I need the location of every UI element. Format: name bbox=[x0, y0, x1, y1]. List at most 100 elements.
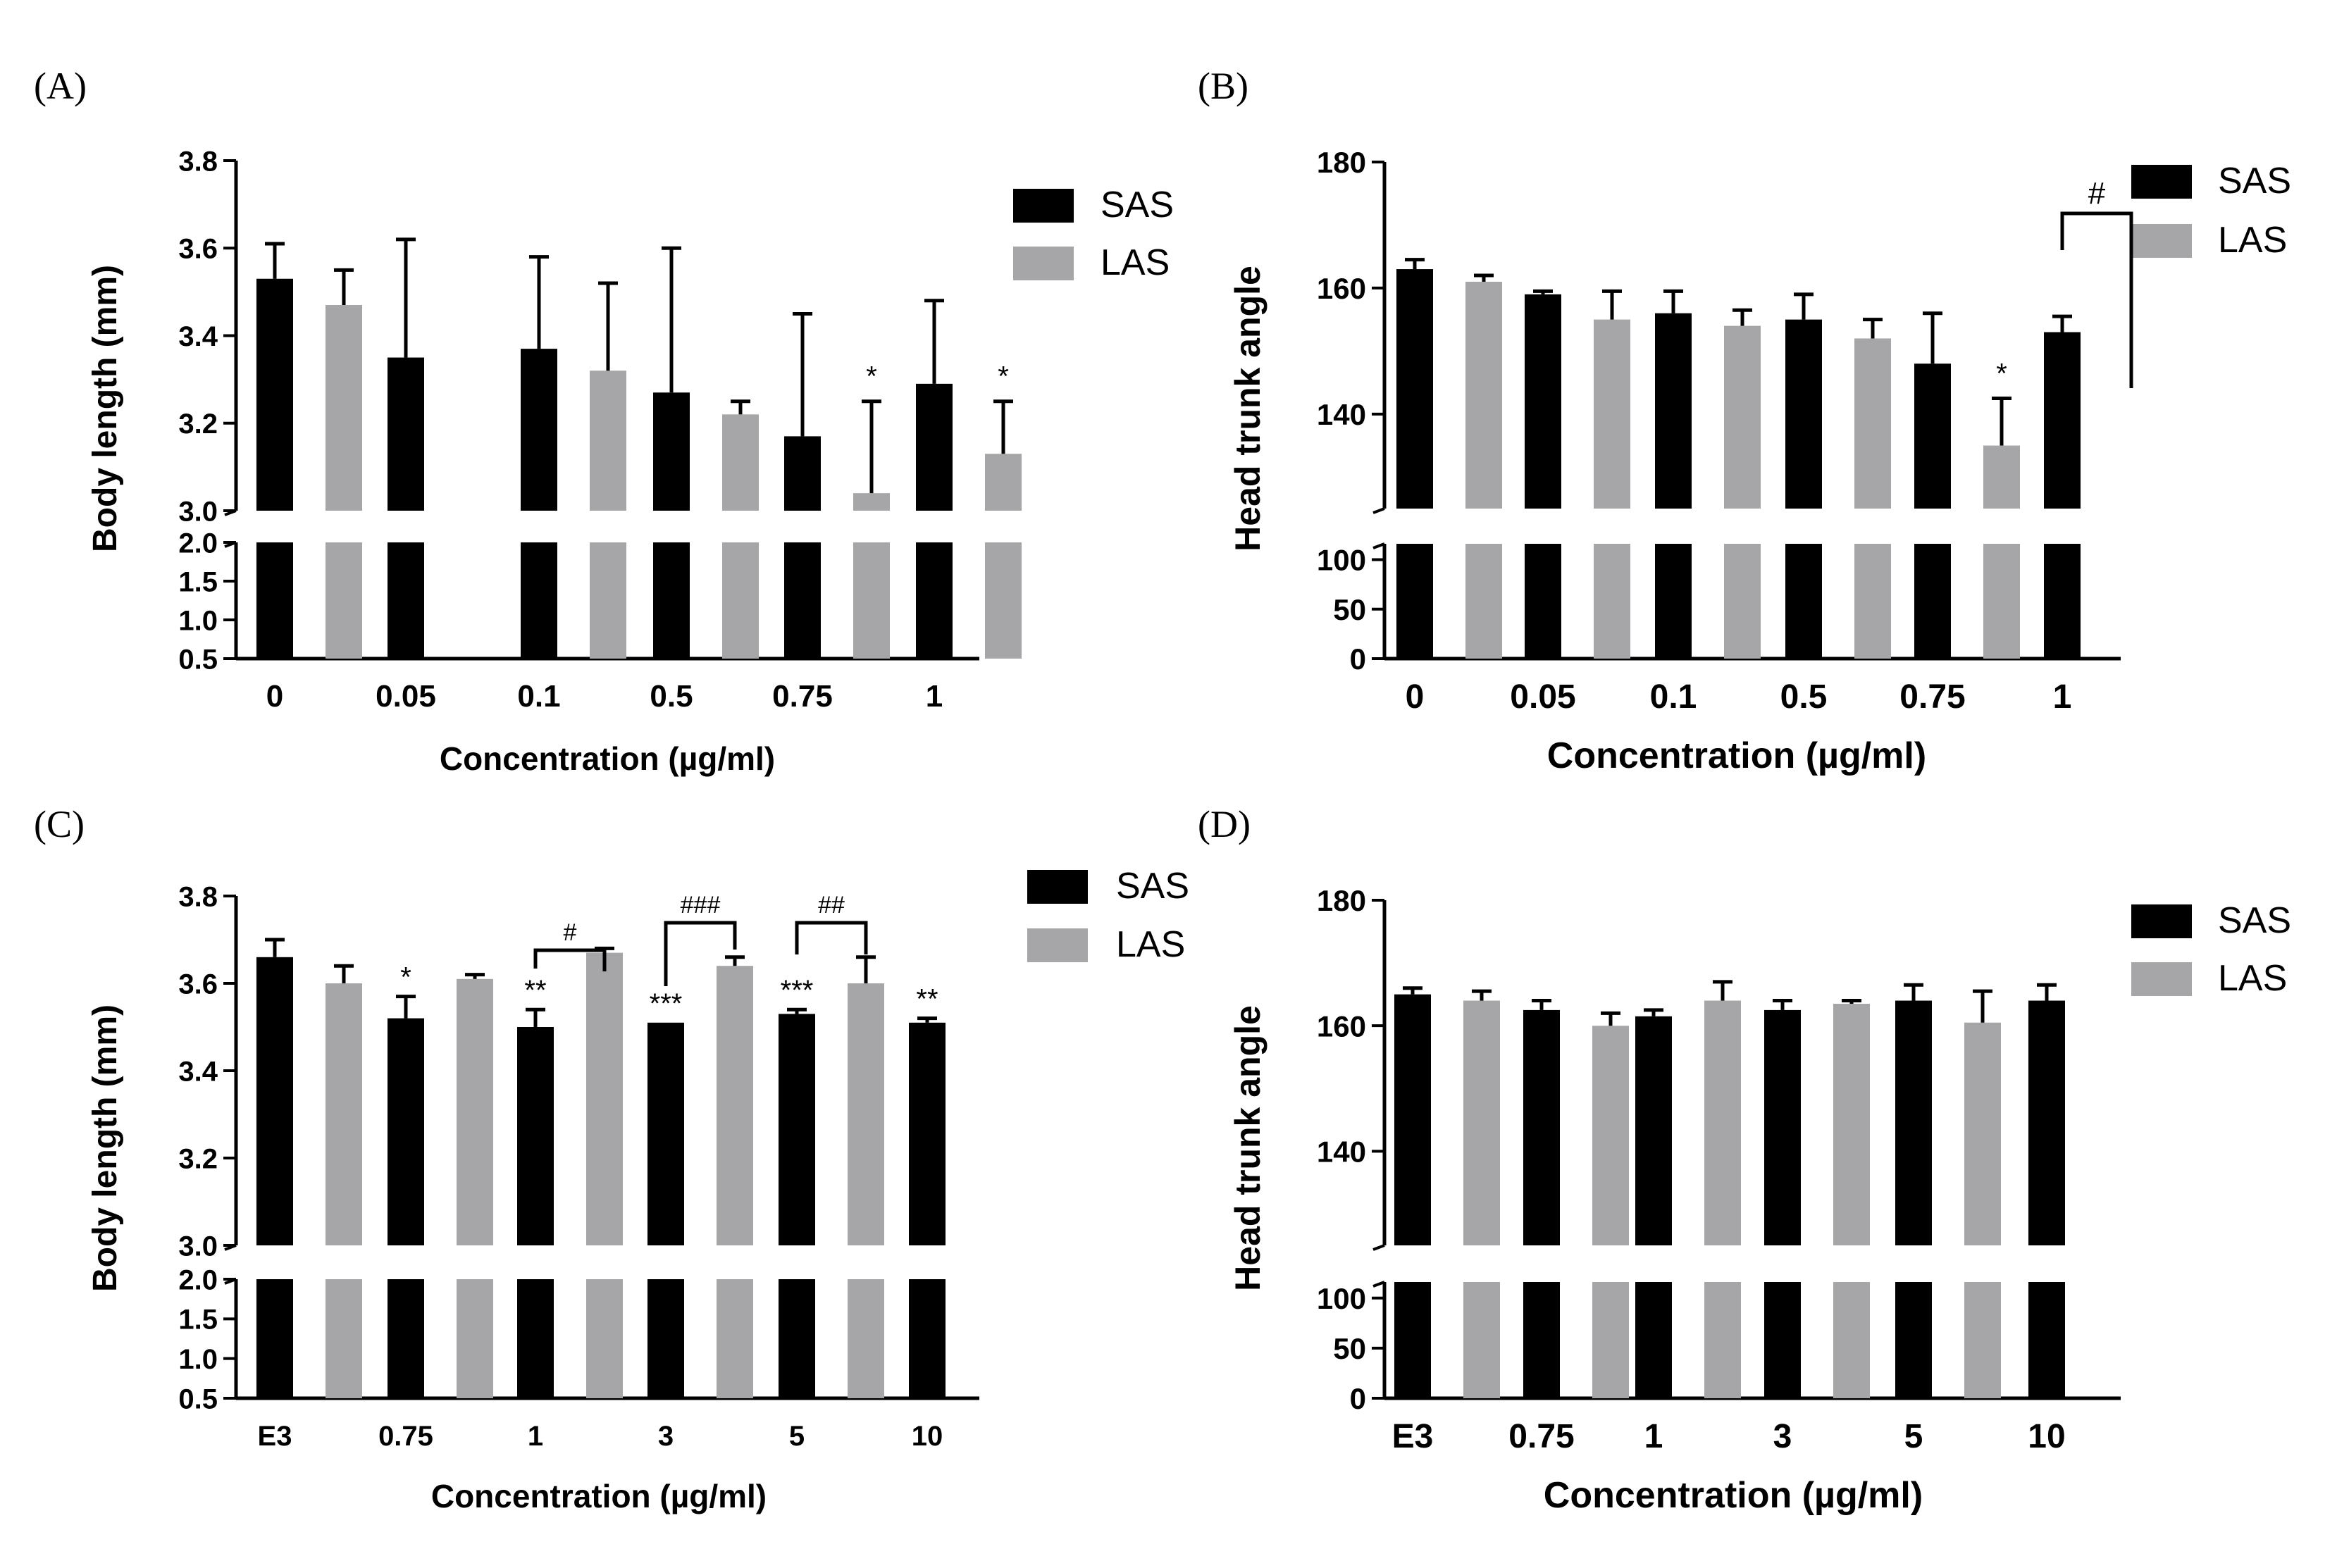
y-tick-label: 3.2 bbox=[178, 1143, 218, 1174]
bar-sas-lower bbox=[1394, 1282, 1431, 1398]
x-tick-label: 10 bbox=[912, 1421, 943, 1452]
panel-label: (C) bbox=[34, 803, 85, 845]
axis-break-mark bbox=[1372, 542, 1385, 549]
x-tick-label: 0.05 bbox=[1510, 678, 1575, 716]
bracket-line bbox=[795, 921, 868, 954]
axis-break-mark bbox=[1372, 507, 1385, 514]
significance-star: * bbox=[1996, 358, 2007, 389]
bar-sas-lower bbox=[779, 1279, 815, 1398]
axis-break-mark bbox=[1372, 1281, 1385, 1288]
bar-sas-lower bbox=[1764, 1282, 1801, 1398]
chart-panel-0: (A) 3.0 3.2 3.4 3.6 3.8 0.5 1.0 1.5 2.0 0 0.05 0.1 0.… bbox=[34, 65, 1174, 777]
legend-swatch-las bbox=[1027, 928, 1088, 962]
x-tick-label: 5 bbox=[1904, 1418, 1923, 1455]
x-tick-label: 0.75 bbox=[378, 1421, 433, 1452]
x-tick-label: 1 bbox=[926, 679, 943, 714]
legend-label-las: LAS bbox=[1101, 242, 1170, 283]
legend-swatch-las bbox=[2131, 962, 2192, 996]
legend: SAS LAS bbox=[2131, 161, 2291, 261]
bar-las-lower bbox=[1592, 1282, 1629, 1398]
x-tick-label: 10 bbox=[2028, 1418, 2065, 1455]
bar-sas-lower bbox=[1655, 544, 1692, 659]
x-tick-label: 1 bbox=[2053, 678, 2072, 716]
bar-las bbox=[586, 952, 623, 1245]
axis-break-mark bbox=[1372, 1244, 1385, 1251]
bracket-line bbox=[2060, 211, 2133, 388]
significance-star: ** bbox=[524, 975, 546, 1006]
bar-sas bbox=[1635, 1016, 1672, 1245]
legend-label-las: LAS bbox=[1116, 924, 1185, 965]
y-tick-label: 100 bbox=[1317, 544, 1366, 577]
bar-las bbox=[1724, 325, 1761, 509]
y-tick-label: 0.5 bbox=[178, 1383, 218, 1414]
bar-las-lower bbox=[1463, 1282, 1500, 1398]
bar-las bbox=[590, 371, 626, 511]
bar-sas bbox=[784, 436, 821, 511]
bar-sas bbox=[1914, 363, 1951, 509]
bar-las-lower bbox=[1724, 544, 1761, 659]
bracket-line bbox=[533, 948, 607, 971]
y-tick-label: 3.0 bbox=[178, 496, 218, 527]
bar-sas bbox=[256, 957, 293, 1245]
y-tick-label: 160 bbox=[1317, 1009, 1366, 1043]
y-tick-label: 0 bbox=[1350, 642, 1366, 676]
significance-bracket: ### bbox=[664, 892, 737, 986]
y-tick-label: 100 bbox=[1317, 1282, 1366, 1315]
legend-label-sas: SAS bbox=[2218, 900, 2291, 941]
legend: SAS LAS bbox=[1013, 185, 1174, 283]
y-tick-label: 140 bbox=[1317, 1135, 1366, 1168]
panel-label: (D) bbox=[1198, 803, 1251, 845]
x-tick-label: 0.5 bbox=[650, 679, 693, 714]
y-axis-label: Head trunk angle bbox=[1228, 1005, 1267, 1291]
y-tick-label: 3.4 bbox=[178, 321, 218, 352]
y-tick-label: 180 bbox=[1317, 146, 1366, 179]
x-tick-label: 1 bbox=[1644, 1418, 1663, 1455]
chart-panel-3: (D) 140 160 180 0 50 100 E3 0.75 1 3 5 10 Concentrati… bbox=[1198, 803, 2291, 1516]
significance-bracket: # bbox=[2060, 176, 2133, 388]
significance-star: * bbox=[866, 361, 877, 392]
significance-bracket: # bbox=[533, 919, 607, 971]
bar-sas-lower bbox=[1396, 544, 1433, 659]
bar-las-lower bbox=[985, 542, 1022, 659]
bar-las bbox=[1594, 319, 1630, 509]
bar-sas-lower bbox=[647, 1279, 684, 1398]
y-tick-label: 2.0 bbox=[178, 1264, 218, 1295]
x-tick-label: 0.75 bbox=[1508, 1418, 1574, 1455]
bar-las bbox=[717, 966, 753, 1245]
y-tick-label: 3.8 bbox=[178, 146, 218, 177]
legend: SAS LAS bbox=[1027, 866, 1189, 965]
bar-sas bbox=[1525, 294, 1561, 509]
y-tick-label: 3.6 bbox=[178, 234, 218, 265]
panel-label: (B) bbox=[1198, 65, 1248, 107]
y-tick-label: 3.2 bbox=[178, 409, 218, 440]
chart-panel-1: (B) 140 160 180 0 50 100 0 0.05 0.1 0.5 0.75 1 Concen… bbox=[1198, 65, 2291, 776]
legend-label-sas: SAS bbox=[1101, 185, 1174, 225]
significance-star: *** bbox=[781, 975, 814, 1006]
bar-las-lower bbox=[326, 1279, 362, 1398]
y-tick-label: 1.0 bbox=[178, 605, 218, 636]
y-tick-label: 0.5 bbox=[178, 644, 218, 675]
legend-label-sas: SAS bbox=[1116, 866, 1189, 907]
bar-las-lower bbox=[1465, 544, 1502, 659]
bar-sas-lower bbox=[388, 542, 424, 659]
significance-star: * bbox=[400, 962, 411, 993]
bar-las-lower bbox=[457, 1279, 493, 1398]
legend-swatch-las bbox=[1013, 247, 1074, 280]
y-tick-label: 1.0 bbox=[178, 1344, 218, 1375]
y-axis-label: Body length (mm) bbox=[87, 1004, 124, 1292]
bar-sas bbox=[517, 1027, 554, 1245]
bar-las bbox=[1465, 281, 1502, 509]
bar-las bbox=[1983, 445, 2020, 509]
bar-sas-lower bbox=[388, 1279, 424, 1398]
y-tick-label: 0 bbox=[1350, 1382, 1366, 1415]
bar-sas bbox=[1764, 1009, 1801, 1245]
bar-sas-lower bbox=[916, 542, 953, 659]
bracket-label: # bbox=[2088, 176, 2106, 211]
y-axis-label: Head trunk angle bbox=[1228, 266, 1267, 552]
bar-las bbox=[1463, 1000, 1500, 1245]
bracket-line bbox=[664, 921, 737, 986]
bar-sas-lower bbox=[1895, 1282, 1932, 1398]
bar-las bbox=[326, 983, 362, 1245]
x-tick-label: 0 bbox=[1406, 678, 1425, 716]
